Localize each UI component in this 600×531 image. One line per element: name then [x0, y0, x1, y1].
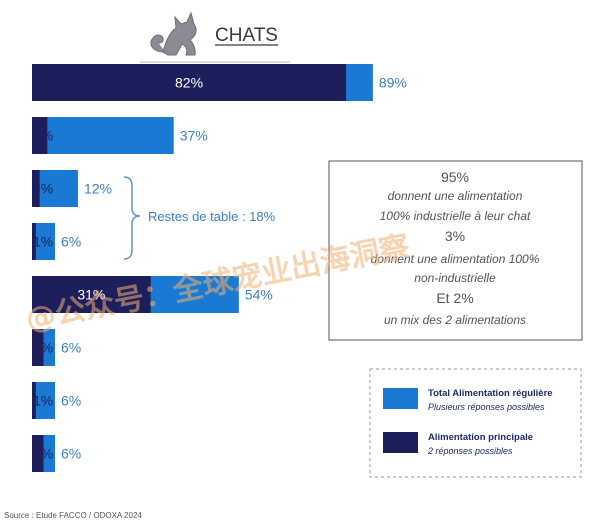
data-label-principale-1: 82% — [175, 75, 203, 91]
bar-principale-3 — [32, 170, 40, 207]
data-label-principale-2: 4% — [33, 128, 53, 144]
info-line-2: donnent une alimentation — [388, 189, 523, 203]
info-line-8: un mix des 2 alimentations — [384, 313, 526, 327]
bar-principale-7 — [32, 382, 36, 419]
legend-swatch-principale — [383, 432, 418, 453]
data-label-total-4: 6% — [61, 234, 81, 250]
bar-principale-8 — [32, 435, 44, 472]
data-label-total-8: 6% — [61, 446, 81, 462]
brace-label: Restes de table : 18% — [148, 209, 276, 224]
bar-total-7 — [32, 382, 55, 419]
info-line-6: non-industrielle — [414, 271, 496, 285]
data-label-principale-8: 3% — [33, 446, 53, 462]
bar-total-2 — [32, 117, 174, 154]
legend-box — [369, 368, 582, 478]
source-note: Source : Etude FACCO / ODOXA 2024 — [4, 511, 142, 520]
data-label-principale-7: 1% — [33, 393, 53, 409]
cat-icon — [150, 11, 197, 56]
data-label-total-5: 54% — [245, 287, 273, 303]
data-label-principale-3: 2% — [33, 181, 53, 197]
bar-principale-5 — [32, 276, 151, 313]
data-label-principale-5: 31% — [77, 287, 105, 303]
data-label-total-3: 12% — [84, 181, 112, 197]
info-box-text: 95% donnent une alimentation 100% industri… — [371, 169, 540, 327]
info-line-7: Et 2% — [436, 290, 473, 306]
bar-principale-4 — [32, 223, 36, 260]
bar-total-4 — [32, 223, 55, 260]
data-label-total-1: 89% — [379, 75, 407, 91]
legend-label-total: Total Alimentation régulière — [428, 388, 553, 399]
bar-principale-1 — [32, 64, 347, 101]
legend-label-principale: Alimentation principale — [428, 432, 533, 443]
data-label-total-7: 6% — [61, 393, 81, 409]
brace — [123, 176, 141, 260]
info-box — [328, 160, 583, 341]
bars-group: 82% 89% 4% 37% 2% 12% 1% 6% 31% 54% 3% 6% 1% 6% 3% 6% — [32, 64, 407, 472]
info-line-5: donnent une alimentation 100% — [371, 252, 540, 266]
bar-principale-2 — [32, 117, 48, 154]
data-label-total-6: 6% — [61, 340, 81, 356]
legend-sub-principale: 2 réponses possibles — [427, 446, 513, 456]
legend-swatch-total — [383, 388, 418, 409]
chart-title: CHATS — [215, 25, 278, 46]
data-label-principale-6: 3% — [33, 340, 53, 356]
legend-sub-total: Plusieurs réponses possibles — [428, 402, 545, 412]
data-label-total-2: 37% — [180, 128, 208, 144]
info-line-4: 3% — [445, 228, 465, 244]
info-line-3: 100% industrielle à leur chat — [380, 209, 531, 223]
bar-principale-6 — [32, 329, 44, 366]
data-label-principale-4: 1% — [33, 234, 53, 250]
info-line-1: 95% — [441, 169, 469, 185]
